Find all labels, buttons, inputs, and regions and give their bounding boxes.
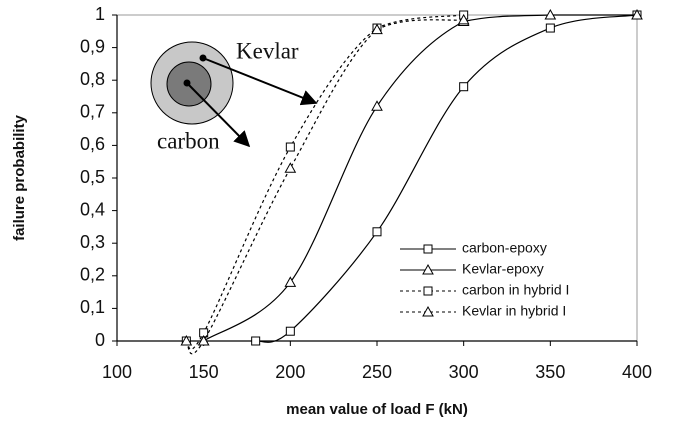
y-tick-label: 0,3 [80, 232, 105, 252]
y-tick-label: 0,6 [80, 134, 105, 154]
diagram: Kevlar carbon [150, 38, 318, 153]
legend-marker [422, 263, 434, 275]
x-tick-label: 350 [535, 362, 565, 382]
y-tick-label: 0,4 [80, 199, 105, 219]
marker [371, 100, 383, 111]
x-tick-label: 400 [622, 362, 652, 382]
series-line [185, 19, 464, 355]
y-tick-label: 0,2 [80, 265, 105, 285]
y-axis-title: failure probability [11, 114, 28, 241]
y-tick-label: 0,1 [80, 297, 105, 317]
marker [285, 326, 295, 336]
marker [544, 8, 557, 20]
y-tick-label: 0 [95, 330, 105, 350]
y-tick-label: 0,7 [80, 102, 105, 122]
marker [371, 23, 383, 35]
y-tick-label: 0,8 [80, 69, 105, 89]
x-tick-label: 250 [362, 362, 392, 382]
x-tick-label: 150 [189, 362, 219, 382]
legend-label: carbon-epoxy [462, 240, 547, 256]
legend-marker [422, 305, 434, 317]
marker [631, 8, 643, 20]
series-line [255, 14, 638, 343]
legend-marker [423, 286, 433, 296]
marker [284, 276, 297, 287]
arrow [186, 82, 251, 148]
marker [285, 142, 295, 152]
annotation: Kevlar [236, 38, 299, 63]
legend-marker [423, 244, 433, 254]
marker [459, 82, 469, 92]
legend-label: Kevlar-epoxy [462, 261, 544, 277]
annotation: carbon [157, 128, 220, 153]
x-tick-label: 300 [449, 362, 479, 382]
marker [180, 334, 193, 346]
y-tick-label: 0,9 [80, 36, 105, 56]
marker [545, 23, 555, 33]
marker [197, 334, 210, 346]
marker [284, 162, 297, 173]
x-axis-title: mean value of load F (kN) [286, 401, 468, 418]
marker [372, 227, 382, 237]
legend-label: carbon in hybrid I [462, 282, 569, 298]
y-tick-label: 1 [95, 4, 105, 24]
legend-label: Kevlar in hybrid I [462, 303, 566, 319]
arrow [202, 57, 318, 106]
x-tick-label: 200 [275, 362, 305, 382]
marker [457, 13, 470, 25]
marker [251, 336, 261, 346]
y-tick-label: 0,5 [80, 167, 105, 187]
series-line [203, 14, 637, 342]
x-tick-label: 100 [102, 362, 132, 382]
